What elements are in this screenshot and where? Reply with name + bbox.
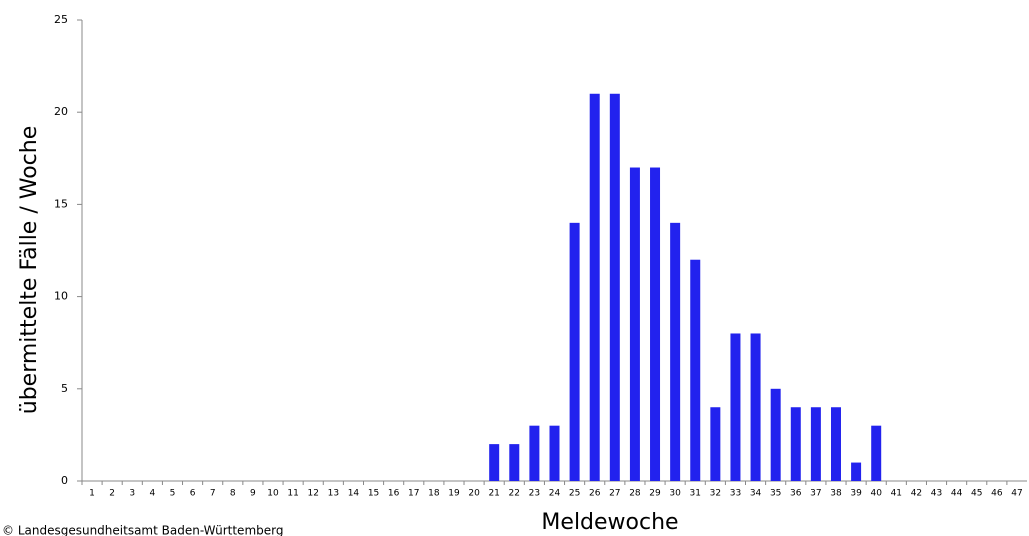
x-tick-label: 9 <box>250 489 256 499</box>
x-tick-label: 4 <box>150 489 156 499</box>
bar <box>609 93 620 481</box>
credit: © Landesgesundheitsamt Baden-Württemberg <box>2 524 283 536</box>
x-tick-label: 33 <box>730 489 741 499</box>
x-tick-label: 14 <box>348 489 360 499</box>
bar <box>830 407 841 481</box>
bar <box>549 425 560 481</box>
bar <box>489 444 500 481</box>
x-tick-label: 32 <box>710 489 721 499</box>
y-tick-label: 20 <box>54 105 68 118</box>
y-tick-label: 10 <box>54 290 68 303</box>
x-tick-label: 7 <box>210 489 216 499</box>
x-tick-label: 16 <box>388 489 400 499</box>
bar <box>629 167 640 481</box>
bar <box>851 462 862 481</box>
x-tick-label: 40 <box>870 489 882 499</box>
bar <box>690 259 701 481</box>
x-tick-label: 30 <box>669 489 681 499</box>
x-tick-label: 31 <box>690 489 701 499</box>
bar <box>589 93 600 481</box>
y-tick-label: 5 <box>61 382 68 395</box>
bar <box>529 425 540 481</box>
bar <box>569 222 580 481</box>
x-tick-label: 13 <box>328 489 339 499</box>
x-tick-label: 3 <box>129 489 135 499</box>
x-tick-label: 45 <box>971 489 982 499</box>
x-tick-label: 17 <box>408 489 419 499</box>
x-tick-label: 24 <box>549 489 561 499</box>
bar <box>670 222 681 481</box>
x-tick-label: 37 <box>810 489 821 499</box>
x-tick-label: 21 <box>488 489 499 499</box>
bar <box>770 388 781 481</box>
x-tick-label: 6 <box>190 489 196 499</box>
bar <box>810 407 821 481</box>
bar <box>509 444 520 481</box>
x-tick-label: 23 <box>529 489 540 499</box>
x-tick-label: 2 <box>109 489 115 499</box>
x-tick-label: 29 <box>649 489 661 499</box>
bar <box>750 333 761 481</box>
bar <box>650 167 661 481</box>
x-tick-label: 19 <box>448 489 460 499</box>
y-axis-label: übermittelte Fälle / Woche <box>17 126 42 414</box>
y-tick-label: 25 <box>54 13 68 26</box>
y-tick-label: 0 <box>61 474 68 487</box>
x-tick-label: 18 <box>428 489 440 499</box>
x-tick-label: 25 <box>569 489 580 499</box>
x-tick-label: 44 <box>951 489 963 499</box>
x-tick-label: 42 <box>911 489 922 499</box>
x-tick-label: 20 <box>468 489 480 499</box>
x-tick-label: 11 <box>287 489 298 499</box>
x-tick-label: 22 <box>509 489 520 499</box>
x-tick-label: 43 <box>931 489 942 499</box>
x-tick-label: 38 <box>830 489 842 499</box>
x-axis-label: Meldewoche <box>541 510 678 535</box>
bar <box>730 333 741 481</box>
bar <box>710 407 721 481</box>
x-tick-label: 8 <box>230 489 236 499</box>
bar <box>871 425 882 481</box>
x-tick-label: 39 <box>850 489 862 499</box>
x-tick-label: 35 <box>770 489 781 499</box>
x-tick-label: 10 <box>267 489 279 499</box>
bar <box>790 407 801 481</box>
x-tick-label: 5 <box>170 489 176 499</box>
x-tick-label: 1 <box>89 489 95 499</box>
x-tick-label: 26 <box>589 489 601 499</box>
x-tick-label: 15 <box>368 489 379 499</box>
x-tick-label: 28 <box>629 489 641 499</box>
x-tick-label: 46 <box>991 489 1003 499</box>
y-tick-label: 15 <box>54 197 68 210</box>
x-tick-label: 34 <box>750 489 762 499</box>
x-tick-label: 27 <box>609 489 620 499</box>
x-tick-label: 36 <box>790 489 802 499</box>
x-tick-label: 12 <box>307 489 318 499</box>
x-tick-label: 41 <box>891 489 902 499</box>
x-tick-label: 47 <box>1011 489 1022 499</box>
